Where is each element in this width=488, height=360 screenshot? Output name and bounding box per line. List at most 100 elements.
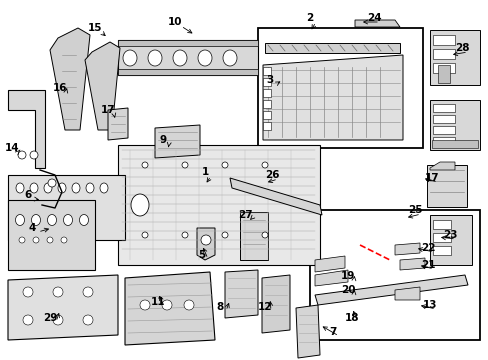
Bar (118, 69, 258, 75)
Text: 16: 16 (53, 83, 67, 93)
Circle shape (33, 237, 39, 243)
Polygon shape (429, 162, 454, 170)
Circle shape (18, 151, 26, 159)
Bar (432, 246, 450, 255)
Bar (118, 40, 258, 46)
Bar (432, 49, 454, 59)
Circle shape (201, 235, 210, 245)
Polygon shape (118, 145, 319, 265)
Circle shape (30, 151, 38, 159)
Text: 23: 23 (442, 230, 456, 240)
Bar (263, 100, 270, 108)
Circle shape (182, 162, 187, 168)
Text: 29: 29 (43, 313, 57, 323)
Circle shape (140, 300, 150, 310)
Text: 9: 9 (159, 135, 166, 145)
Ellipse shape (100, 183, 108, 193)
Polygon shape (399, 258, 424, 270)
Circle shape (222, 162, 227, 168)
Bar (240, 212, 267, 260)
Bar (264, 43, 399, 53)
Text: 10: 10 (167, 17, 182, 27)
Text: 17: 17 (424, 173, 438, 183)
Polygon shape (263, 55, 402, 140)
Circle shape (19, 237, 25, 243)
Polygon shape (314, 256, 345, 272)
Polygon shape (394, 287, 419, 300)
Ellipse shape (131, 194, 149, 216)
Polygon shape (108, 108, 128, 140)
Circle shape (262, 162, 267, 168)
Polygon shape (354, 20, 399, 27)
Polygon shape (8, 175, 125, 240)
Polygon shape (224, 270, 258, 318)
Ellipse shape (223, 50, 237, 66)
Circle shape (183, 300, 194, 310)
Bar (429, 30, 479, 85)
Text: 22: 22 (420, 243, 434, 253)
Circle shape (53, 315, 63, 325)
Ellipse shape (31, 215, 41, 225)
Text: 21: 21 (420, 260, 434, 270)
Bar (432, 35, 454, 45)
Bar (432, 104, 454, 112)
Ellipse shape (148, 50, 162, 66)
Circle shape (142, 162, 148, 168)
Bar (258, 28, 422, 148)
Bar (309, 210, 479, 340)
Ellipse shape (173, 50, 186, 66)
Ellipse shape (16, 183, 24, 193)
Text: 8: 8 (216, 302, 223, 312)
Ellipse shape (47, 215, 57, 225)
Circle shape (83, 315, 93, 325)
Polygon shape (229, 178, 321, 215)
Circle shape (83, 287, 93, 297)
Polygon shape (8, 90, 45, 168)
Polygon shape (262, 275, 289, 333)
Bar (432, 233, 450, 242)
Bar (263, 111, 270, 119)
Bar (437, 65, 449, 83)
Ellipse shape (30, 183, 38, 193)
Circle shape (61, 237, 67, 243)
Circle shape (162, 300, 172, 310)
Text: 5: 5 (198, 250, 205, 260)
Text: 19: 19 (340, 271, 354, 281)
Bar (432, 126, 454, 134)
Polygon shape (197, 228, 215, 260)
Text: 18: 18 (344, 313, 359, 323)
Polygon shape (155, 125, 200, 158)
Ellipse shape (16, 215, 24, 225)
Polygon shape (8, 275, 118, 340)
Circle shape (53, 287, 63, 297)
Circle shape (142, 232, 148, 238)
Circle shape (23, 287, 33, 297)
Text: 3: 3 (266, 75, 273, 85)
Circle shape (262, 232, 267, 238)
Polygon shape (8, 200, 95, 270)
Polygon shape (125, 272, 215, 345)
Text: 14: 14 (5, 143, 19, 153)
Circle shape (48, 179, 56, 187)
Text: 26: 26 (264, 170, 279, 180)
Text: 28: 28 (454, 43, 468, 53)
Bar (429, 215, 471, 265)
Text: 12: 12 (257, 302, 272, 312)
Ellipse shape (72, 183, 80, 193)
Bar (432, 220, 450, 229)
Polygon shape (295, 305, 319, 358)
Ellipse shape (86, 183, 94, 193)
Circle shape (222, 232, 227, 238)
Text: 15: 15 (87, 23, 102, 33)
Bar (429, 100, 479, 150)
Polygon shape (314, 270, 347, 286)
Polygon shape (394, 243, 419, 255)
Text: 6: 6 (24, 190, 32, 200)
Polygon shape (314, 275, 467, 305)
Ellipse shape (80, 215, 88, 225)
Ellipse shape (198, 50, 212, 66)
Circle shape (23, 315, 33, 325)
Bar (263, 89, 270, 97)
Text: 13: 13 (422, 300, 436, 310)
Text: 7: 7 (328, 327, 336, 337)
